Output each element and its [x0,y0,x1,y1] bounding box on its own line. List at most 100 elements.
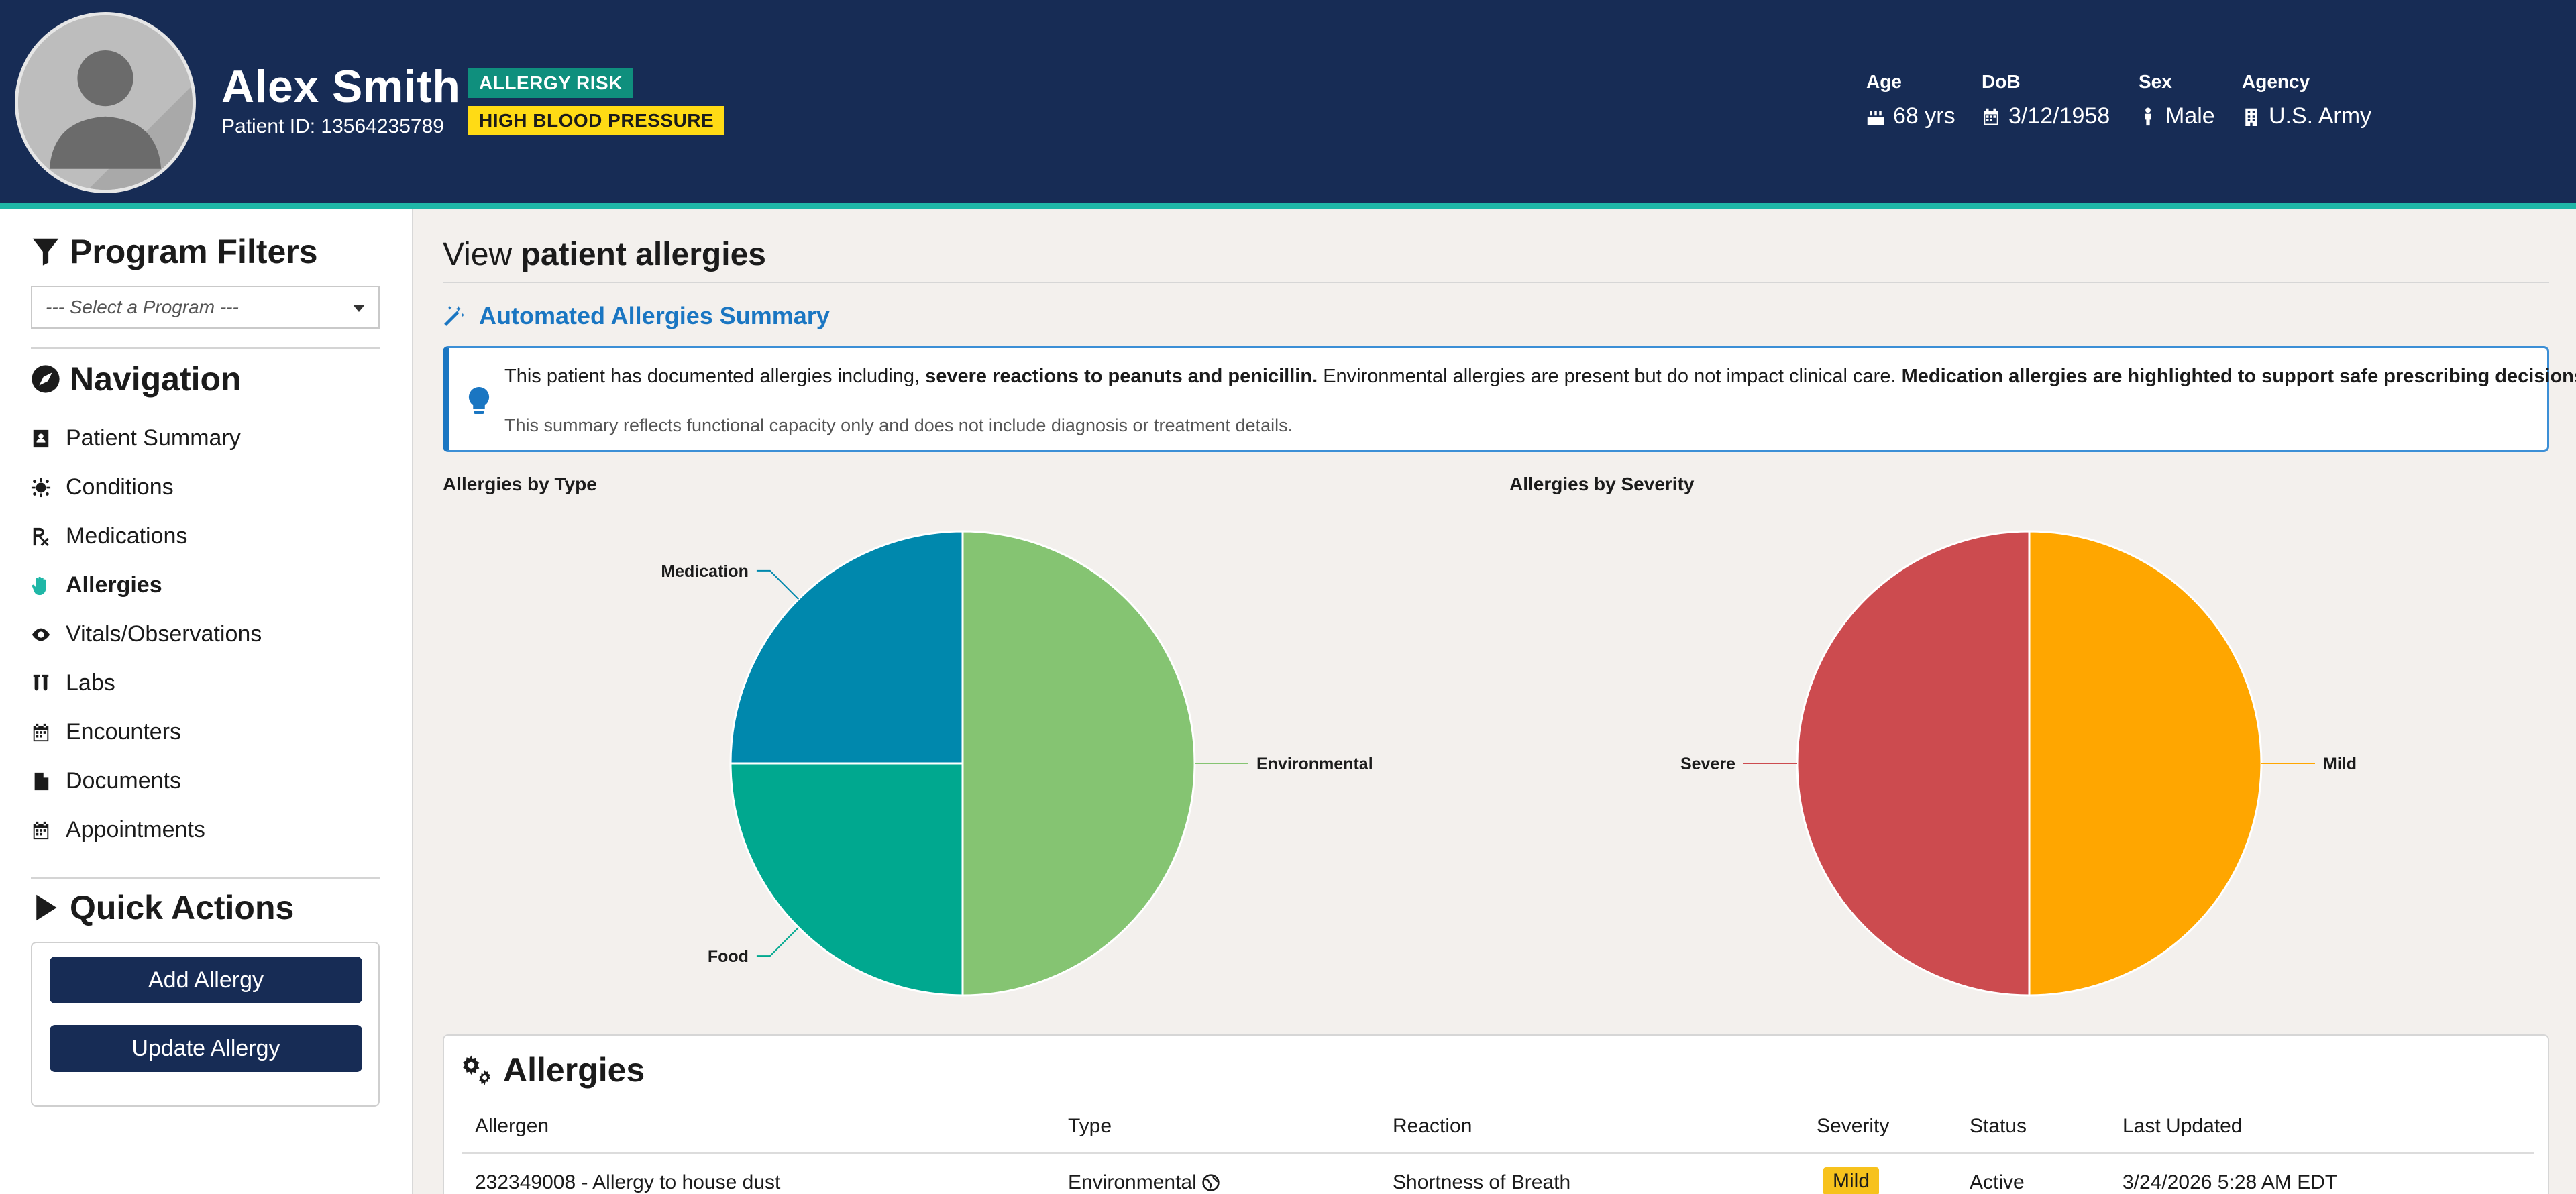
play-icon [36,894,57,921]
pie-slice-medication[interactable] [729,530,964,765]
test-tubes-icon [33,674,49,690]
program-select-value: --- Select a Program --- [46,296,239,317]
chart-title-by-type: Allergies by Type [443,474,597,494]
summary-bold-part-2: Medication allergies are highlighted to … [1901,366,2576,387]
page-title: View patient allergies [443,236,766,273]
navigation-heading: Navigation [31,360,241,398]
program-select[interactable]: --- Select a Program --- [31,286,380,329]
hand-icon [32,576,46,595]
globe-icon [1202,1174,1220,1191]
quick-actions-heading: Quick Actions [31,888,294,927]
sidebar-item-label: Vitals/Observations [66,621,262,647]
patient-header: Alex Smith Patient ID: 13564235789 ALLER… [0,0,2576,203]
sex-value-row: Male [2139,103,2215,129]
sidebar-item-label: Documents [66,768,181,794]
agency-label: Agency [2242,71,2310,92]
document-icon [34,772,49,790]
automated-summary-link[interactable]: Automated Allergies Summary [443,302,830,330]
summary-note: This summary reflects functional capacit… [504,415,1293,435]
sidebar-item-label: Encounters [66,719,181,745]
sidebar-item-label: Medications [66,523,188,549]
compass-icon [32,365,60,393]
avatar [15,12,196,193]
sidebar-item-label: Allergies [66,572,162,598]
sidebar-divider [31,877,380,879]
page-title-bold: patient allergies [521,237,766,272]
age-value: 68 yrs [1893,103,1955,129]
dob-block: DoB 3/12/1958 [1982,71,2110,129]
quick-actions-title: Quick Actions [70,889,294,926]
navigation-title: Navigation [70,360,241,398]
sidebar-item-medications[interactable]: Medications [31,523,187,549]
allergies-by-type-pie-chart: Environmental Food Medication [661,530,1373,997]
table-cell-reaction: Shortness of Breath [1393,1171,1571,1193]
column-header-last-updated[interactable]: Last Updated [2123,1115,2243,1137]
sidebar-item-label: Labs [66,670,115,696]
pie-label-food: Food [708,947,749,966]
sidebar-item-allergies[interactable]: Allergies [31,572,162,598]
virus-icon [31,478,51,497]
allergies-table-card: Allergies Allergen Type Reaction Severit… [443,1034,2549,1194]
sidebar-item-documents[interactable]: Documents [31,768,181,794]
column-header-allergen[interactable]: Allergen [475,1115,549,1137]
agency-value: U.S. Army [2269,103,2372,129]
age-value-row: 68 yrs [1866,103,1955,129]
title-divider [443,282,2549,283]
user-silhouette-icon [18,15,193,190]
program-filters-heading: Program Filters [31,232,318,271]
column-header-type[interactable]: Type [1068,1115,1112,1137]
calendar-icon [33,821,49,839]
agency-value-row: U.S. Army [2242,103,2371,129]
pie-slice-severe[interactable] [1796,530,2031,997]
add-allergy-button[interactable]: Add Allergy [50,957,362,1003]
calendar-icon [33,723,49,741]
table-header-divider [462,1152,2534,1154]
male-icon [2145,107,2151,125]
building-icon [2245,108,2257,126]
column-header-status[interactable]: Status [1970,1115,2027,1137]
sex-label: Sex [2139,71,2172,92]
sidebar-item-vitals-observations[interactable]: Vitals/Observations [31,621,262,647]
program-filters-title: Program Filters [70,233,318,270]
eye-icon [32,628,50,641]
sidebar-item-conditions[interactable]: Conditions [31,474,174,500]
pie-label-severe: Severe [1680,755,1735,773]
allergies-table-title: Allergies [503,1051,645,1089]
column-header-severity[interactable]: Severity [1817,1115,1890,1137]
sidebar-item-patient-summary[interactable]: Patient Summary [31,425,241,451]
dob-label: DoB [1982,71,2021,92]
sidebar-item-labs[interactable]: Labs [31,670,115,696]
summary-text: This patient has documented allergies in… [504,366,2576,388]
prescription-icon [33,527,49,546]
table-cell-status: Active [1970,1171,2025,1193]
lightbulb-icon [468,387,490,414]
update-allergy-button[interactable]: Update Allergy [50,1025,362,1072]
quick-actions-panel: Add Allergy Update Allergy [31,942,380,1107]
header-accent-bar [0,203,2576,209]
dob-value-row: 3/12/1958 [1982,103,2110,129]
allergies-table-heading: Allergies [462,1050,645,1089]
pie-leader-line-food [756,926,800,957]
table-cell-type-text: Environmental [1068,1171,1197,1193]
sidebar-item-encounters[interactable]: Encounters [31,719,181,745]
automated-summary-link-text: Automated Allergies Summary [479,302,830,329]
pie-slice-mild[interactable] [2028,530,2263,997]
page-title-prefix: View [443,237,513,272]
high-blood-pressure-badge: HIGH BLOOD PRESSURE [468,106,725,135]
chart-title-by-severity: Allergies by Severity [1509,474,1695,494]
sidebar-item-appointments[interactable]: Appointments [31,817,205,843]
severity-badge: Mild [1823,1167,1880,1194]
chevron-down-icon [353,305,365,312]
sex-block: Sex Male [2139,71,2215,129]
magic-wand-icon [444,306,465,326]
summary-text-part-2: Environmental allergies are present but … [1323,366,1896,387]
age-block: Age 68 yrs [1866,71,1955,129]
pie-label-mild: Mild [2323,755,2357,773]
column-header-reaction[interactable]: Reaction [1393,1115,1472,1137]
sidebar-item-label: Conditions [66,474,174,500]
pie-slice-food[interactable] [729,762,964,997]
sex-value: Male [2165,103,2215,129]
pie-leader-line-medication [756,569,800,600]
pie-slice-environmental[interactable] [961,530,1196,997]
sidebar-divider [31,347,380,349]
